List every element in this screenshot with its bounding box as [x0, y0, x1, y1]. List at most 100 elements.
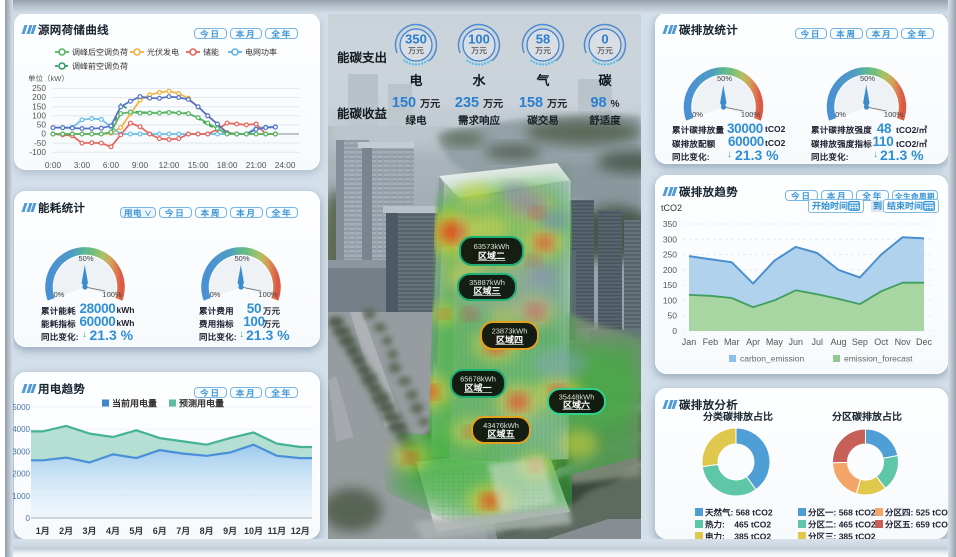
svg-text:调峰前空调负荷: 调峰前空调负荷 — [72, 62, 128, 71]
svg-text:65678kWh: 65678kWh — [460, 374, 496, 383]
svg-text:50%: 50% — [860, 74, 875, 83]
svg-text:分类碳排放占比: 分类碳排放占比 — [703, 411, 773, 423]
svg-text:2月: 2月 — [59, 526, 73, 536]
svg-text:15:00: 15:00 — [188, 160, 209, 170]
svg-text:250: 250 — [663, 250, 677, 260]
svg-text:4000: 4000 — [12, 425, 30, 434]
svg-text:24:00: 24:00 — [275, 160, 296, 170]
svg-text:3月: 3月 — [82, 526, 96, 536]
svg-text:Oct: Oct — [874, 337, 889, 347]
svg-text:150: 150 — [32, 101, 46, 111]
svg-text:0: 0 — [26, 514, 31, 523]
svg-text:200: 200 — [663, 265, 677, 275]
svg-text:6:00: 6:00 — [103, 160, 120, 170]
svg-text:21:00: 21:00 — [246, 160, 267, 170]
svg-text:万元: 万元 — [471, 47, 487, 56]
svg-text:热力: 465 tCO2: 热力: 465 tCO2 — [705, 520, 771, 530]
svg-text:63573kWh: 63573kWh — [474, 242, 510, 251]
svg-text:100%: 100% — [102, 290, 122, 299]
svg-text:Apr: Apr — [746, 337, 760, 347]
svg-text:0: 0 — [41, 129, 46, 139]
svg-text:35887kWh: 35887kWh — [469, 278, 505, 287]
svg-text:Aug: Aug — [830, 337, 846, 347]
svg-text:0: 0 — [601, 32, 608, 47]
svg-text:8月: 8月 — [200, 526, 214, 536]
svg-text:200: 200 — [32, 92, 46, 102]
svg-text:carbon_emission: carbon_emission — [740, 354, 805, 364]
svg-text:区域六: 区域六 — [563, 400, 590, 410]
svg-text:Dec: Dec — [916, 337, 933, 347]
svg-text:tCO2: tCO2 — [661, 203, 682, 213]
svg-text:9月: 9月 — [223, 526, 237, 536]
svg-text:储能: 储能 — [203, 48, 219, 57]
svg-text:35448kWh: 35448kWh — [559, 393, 595, 402]
svg-text:分区三: 385 tCO2: 分区三: 385 tCO2 — [808, 532, 876, 542]
svg-text:分区五: 659 tCO2: 分区五: 659 tCO2 — [885, 520, 953, 530]
svg-text:50: 50 — [37, 120, 47, 130]
svg-text:18:00: 18:00 — [217, 160, 238, 170]
svg-text:3:00: 3:00 — [74, 160, 91, 170]
svg-text:50%: 50% — [234, 254, 249, 263]
svg-text:天然气: 568 tCO2: 天然气: 568 tCO2 — [705, 508, 773, 518]
svg-text:100: 100 — [32, 111, 46, 121]
svg-text:万元: 万元 — [408, 47, 424, 56]
svg-text:150: 150 — [663, 280, 677, 290]
svg-text:10月: 10月 — [244, 526, 263, 536]
svg-text:May: May — [766, 337, 784, 347]
svg-text:-50: -50 — [34, 138, 46, 148]
svg-text:电网功率: 电网功率 — [245, 48, 277, 57]
svg-text:区域二: 区域二 — [478, 251, 505, 261]
svg-text:100%: 100% — [884, 110, 904, 119]
svg-text:58: 58 — [536, 32, 550, 47]
svg-text:区域三: 区域三 — [473, 286, 500, 296]
svg-text:12:00: 12:00 — [159, 160, 180, 170]
svg-text:5月: 5月 — [129, 526, 143, 536]
svg-text:50: 50 — [668, 311, 678, 321]
svg-text:万元: 万元 — [597, 47, 613, 56]
svg-text:11月: 11月 — [268, 526, 287, 536]
svg-text:区域五: 区域五 — [487, 429, 514, 439]
svg-text:Jul: Jul — [811, 337, 823, 347]
svg-text:43476kWh: 43476kWh — [483, 421, 519, 430]
svg-text:万元: 万元 — [535, 47, 551, 56]
svg-text:区域一: 区域一 — [464, 383, 491, 393]
svg-text:300: 300 — [663, 234, 677, 244]
svg-text:5000: 5000 — [12, 403, 30, 412]
svg-text:0%: 0% — [54, 290, 65, 299]
svg-text:0: 0 — [672, 326, 677, 336]
svg-text:50%: 50% — [78, 254, 93, 263]
svg-text:分区四: 525 tCO2: 分区四: 525 tCO2 — [885, 508, 953, 518]
svg-text:250: 250 — [32, 83, 46, 93]
svg-text:100%: 100% — [258, 290, 278, 299]
svg-text:3000: 3000 — [12, 447, 30, 456]
svg-text:12月: 12月 — [291, 526, 310, 536]
svg-text:6月: 6月 — [153, 526, 167, 536]
svg-text:9:00: 9:00 — [132, 160, 149, 170]
svg-text:单位（kW）: 单位（kW） — [28, 74, 69, 83]
svg-text:100%: 100% — [741, 110, 761, 119]
svg-text:0%: 0% — [692, 110, 703, 119]
svg-text:分区一: 568 tCO2: 分区一: 568 tCO2 — [808, 508, 876, 518]
svg-text:分区碳排放占比: 分区碳排放占比 — [832, 411, 902, 423]
svg-text:分区二: 465 tCO2: 分区二: 465 tCO2 — [808, 520, 876, 530]
svg-text:0%: 0% — [835, 110, 846, 119]
svg-text:50%: 50% — [717, 74, 732, 83]
svg-text:4月: 4月 — [106, 526, 120, 536]
svg-text:光伏发电: 光伏发电 — [147, 48, 179, 57]
svg-text:区域四: 区域四 — [496, 335, 523, 345]
svg-text:emission_forecast: emission_forecast — [844, 354, 913, 364]
svg-text:当前用电量: 当前用电量 — [112, 399, 157, 409]
svg-text:预测用电量: 预测用电量 — [179, 399, 224, 409]
svg-text:7月: 7月 — [176, 526, 190, 536]
svg-text:350: 350 — [405, 32, 427, 47]
svg-text:1月: 1月 — [36, 526, 50, 536]
svg-text:Jan: Jan — [682, 337, 697, 347]
svg-text:23873kWh: 23873kWh — [492, 326, 528, 335]
svg-text:1000: 1000 — [12, 492, 30, 501]
svg-text:100: 100 — [663, 295, 677, 305]
svg-text:350: 350 — [663, 219, 677, 229]
svg-text:Jun: Jun — [789, 337, 804, 347]
svg-text:Feb: Feb — [703, 337, 719, 347]
svg-text:电力: 385 tCO2: 电力: 385 tCO2 — [705, 532, 771, 542]
svg-text:0:00: 0:00 — [45, 160, 62, 170]
